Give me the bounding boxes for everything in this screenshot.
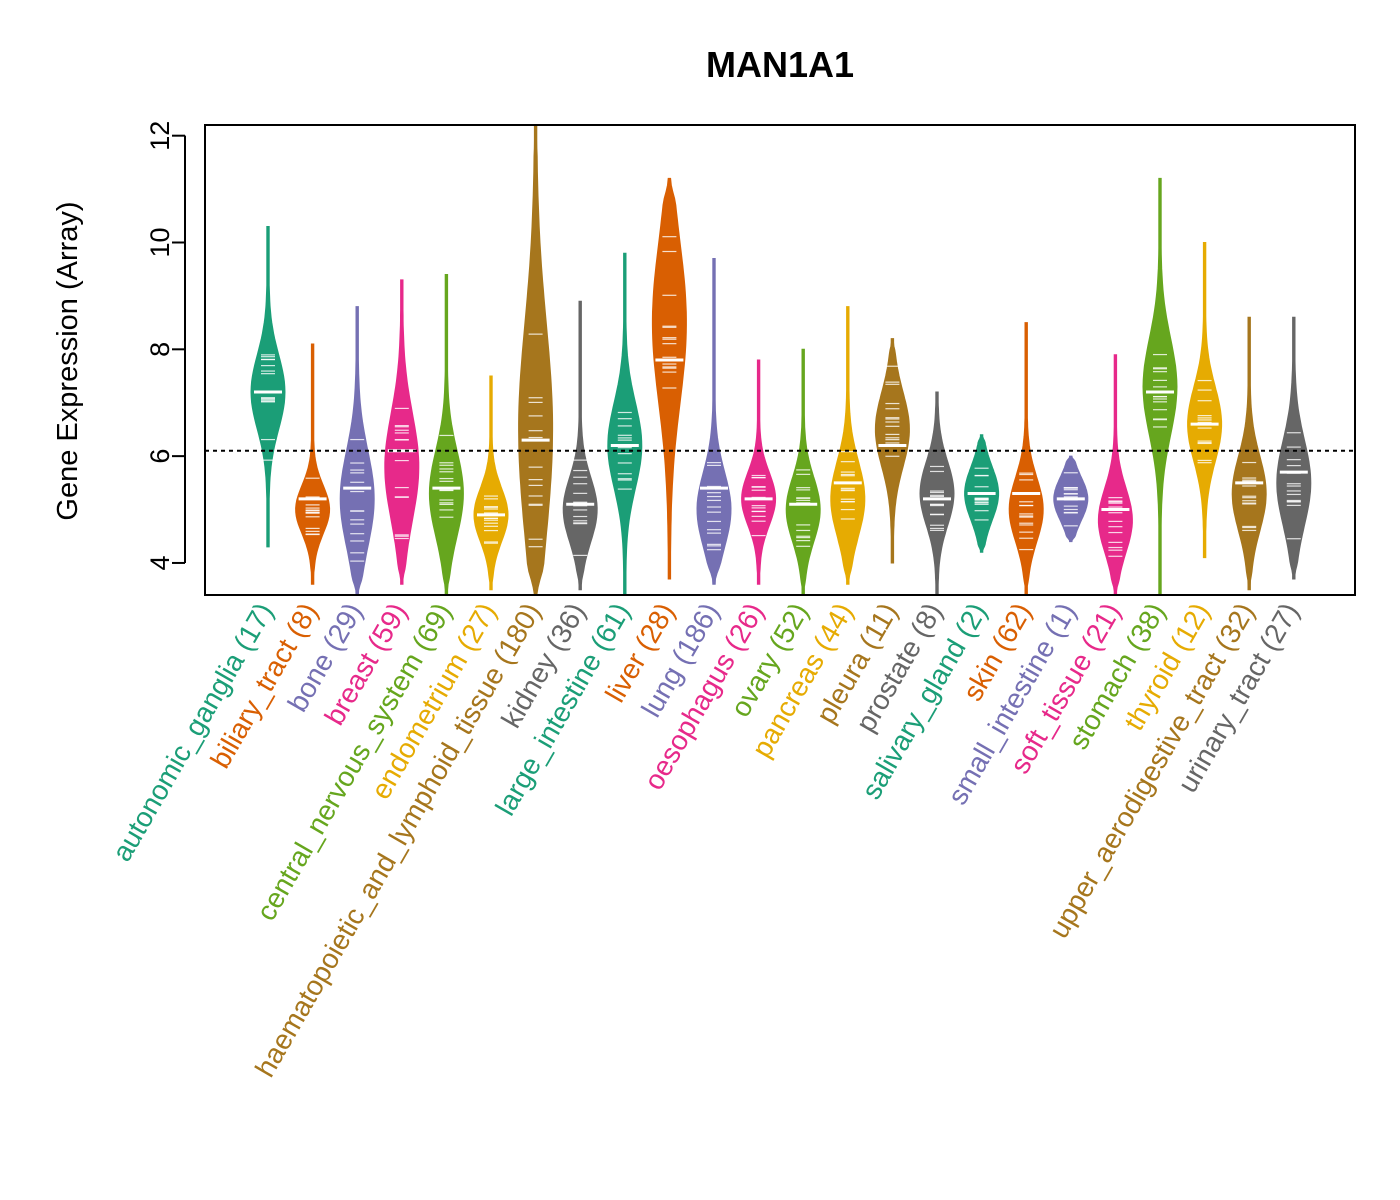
violin-pancreas: [830, 306, 866, 585]
violin-urinary_tract: [1276, 316, 1312, 580]
violin-liver: [651, 177, 687, 580]
violin-pleura: [874, 338, 910, 564]
y-axis-label: Gene Expression (Array): [52, 201, 84, 520]
y-axis: 4 6 8 10 12: [145, 121, 186, 570]
violin-oesophagus: [741, 359, 777, 585]
violin-upper_aerodigestive_tract: [1231, 316, 1267, 591]
violin-breast: [384, 279, 420, 585]
violin-large_intestine: [607, 252, 643, 596]
violin-biliary_tract: [295, 343, 331, 585]
violin-haematopoietic_and_lymphoid_tissue: [518, 124, 554, 596]
x-axis-labels: autonomic_ganglia (17)biliary_tract (8)b…: [106, 598, 1305, 1083]
violin-endometrium: [473, 375, 509, 591]
violin-prostate: [919, 391, 955, 596]
violin-lung: [696, 258, 732, 585]
y-tick-label: 10: [145, 227, 175, 257]
violin-soft_tissue: [1097, 354, 1133, 596]
y-tick-label: 8: [145, 342, 175, 357]
violins-group: [250, 124, 1312, 596]
violin-kidney: [562, 300, 598, 591]
violin-autonomic_ganglia: [250, 226, 286, 548]
y-tick-label: 4: [145, 555, 175, 570]
y-tick-label: 6: [145, 449, 175, 464]
y-tick-label: 12: [145, 121, 175, 151]
violin-ovary: [785, 348, 821, 596]
violin-skin: [1008, 322, 1044, 596]
violin-thyroid: [1187, 242, 1223, 559]
violin-central_nervous_system: [428, 274, 464, 596]
chart-title: MAN1A1: [706, 44, 854, 85]
plot-frame: [204, 124, 1356, 596]
category-count: (27): [1249, 598, 1305, 663]
